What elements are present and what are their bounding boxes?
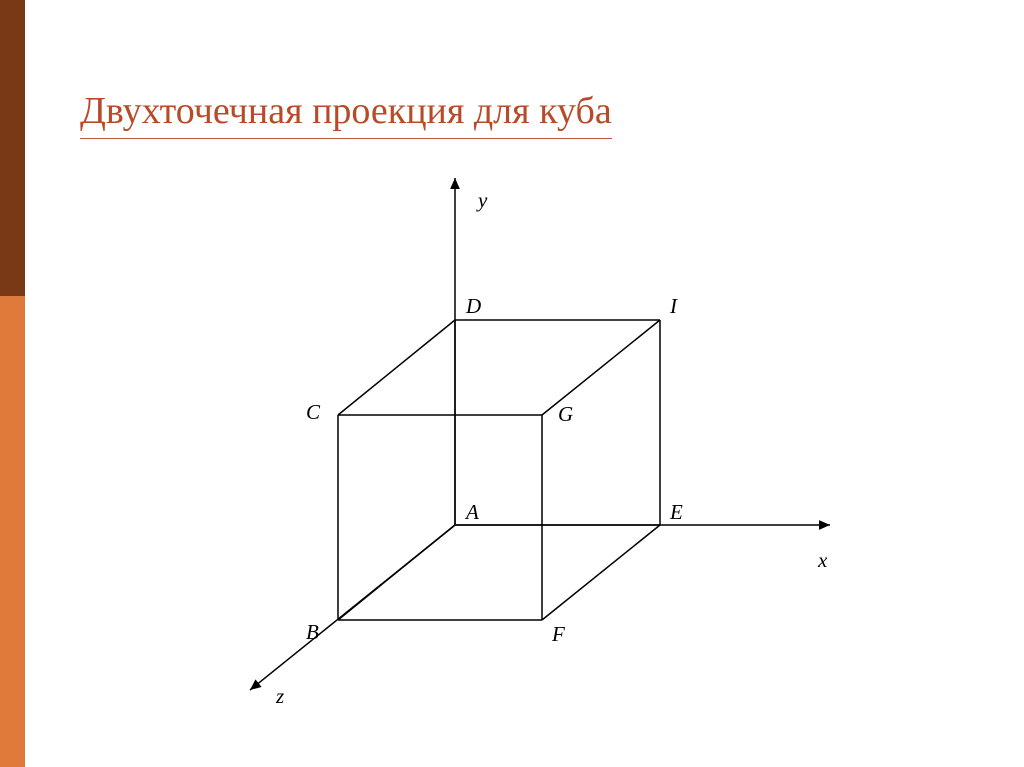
sidebar-top	[0, 0, 25, 296]
cube-diagram: y x z A B C D E F G I	[190, 170, 890, 730]
vertex-label-G: G	[558, 402, 573, 427]
vertex-label-I: I	[670, 294, 677, 319]
vertex-label-F: F	[552, 622, 565, 647]
axis-label-x: x	[818, 548, 827, 573]
page-title: Двухточечная проекция для куба	[80, 90, 612, 139]
sidebar-bottom	[0, 296, 25, 767]
slide: Двухточечная проекция для куба y x z A B…	[0, 0, 1024, 767]
vertex-label-D: D	[466, 294, 481, 319]
vertex-label-B: B	[306, 620, 319, 645]
vertex-label-A: A	[466, 500, 479, 525]
axis-label-y: y	[478, 188, 487, 213]
diagram-svg	[190, 170, 890, 730]
axis-label-z: z	[276, 684, 284, 709]
vertex-label-E: E	[670, 500, 683, 525]
sidebar	[0, 0, 40, 767]
vertex-label-C: C	[306, 400, 320, 425]
